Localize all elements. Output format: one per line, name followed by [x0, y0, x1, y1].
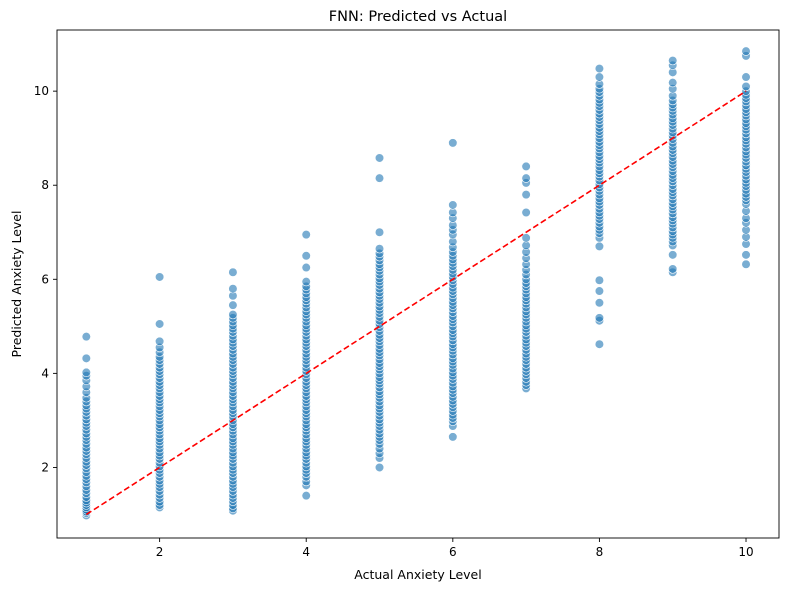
data-point	[301, 230, 311, 240]
data-point	[668, 264, 678, 274]
data-point	[741, 81, 751, 92]
x-axis: 2 4 6 8 10	[156, 538, 754, 559]
plot-frame	[56, 29, 780, 539]
data-point	[521, 173, 531, 183]
data-point	[448, 138, 458, 148]
data-point	[374, 244, 385, 254]
y-tick-label: 6	[41, 272, 49, 286]
data-point	[228, 300, 238, 310]
data-point	[594, 286, 605, 296]
x-tick-label: 6	[449, 545, 457, 559]
x-axis-label: Actual Anxiety Level	[354, 567, 481, 582]
data-point	[374, 462, 385, 473]
data-point	[594, 63, 605, 74]
data-point	[448, 432, 458, 442]
data-point	[594, 339, 605, 349]
y-tick-label: 8	[41, 178, 49, 192]
data-point	[594, 313, 605, 323]
data-point	[155, 319, 165, 329]
data-point	[301, 277, 311, 287]
y-tick-label: 2	[41, 460, 49, 474]
x-tick-label: 2	[156, 545, 164, 559]
data-point	[81, 332, 91, 342]
data-point	[81, 353, 91, 363]
data-point	[155, 336, 165, 346]
data-point	[741, 72, 751, 82]
reference-line	[85, 90, 747, 516]
data-point	[594, 275, 605, 285]
data-point	[301, 262, 311, 273]
y-axis: 2 4 6 8 10	[34, 84, 57, 474]
data-point	[741, 259, 751, 269]
data-point	[228, 309, 238, 320]
data-point	[668, 78, 678, 88]
data-point	[228, 284, 238, 294]
data-point	[521, 190, 531, 200]
data-point	[521, 207, 531, 218]
data-point	[741, 46, 751, 56]
data-point	[374, 227, 385, 237]
plot-area	[56, 29, 780, 539]
data-point	[594, 241, 605, 251]
x-tick-label: 10	[738, 545, 753, 559]
data-point	[521, 161, 531, 172]
y-tick-label: 4	[41, 366, 49, 380]
scatter-points	[81, 46, 751, 521]
data-point	[228, 267, 238, 277]
data-point	[521, 233, 531, 243]
y-axis-label: Predicted Anxiety Level	[9, 211, 24, 358]
data-point	[301, 251, 311, 261]
data-point	[668, 250, 678, 260]
data-point	[668, 55, 678, 66]
data-point	[594, 72, 605, 82]
data-point	[301, 491, 311, 501]
data-point	[594, 298, 605, 308]
y-tick-label: 10	[34, 84, 49, 98]
x-tick-label: 4	[302, 545, 310, 559]
data-point	[448, 200, 458, 210]
x-tick-label: 8	[596, 545, 604, 559]
data-point	[374, 173, 385, 183]
data-point	[741, 250, 751, 260]
data-point	[155, 272, 165, 282]
data-point	[374, 153, 385, 163]
chart-title: FNN: Predicted vs Actual	[329, 9, 507, 25]
data-point	[81, 367, 91, 378]
